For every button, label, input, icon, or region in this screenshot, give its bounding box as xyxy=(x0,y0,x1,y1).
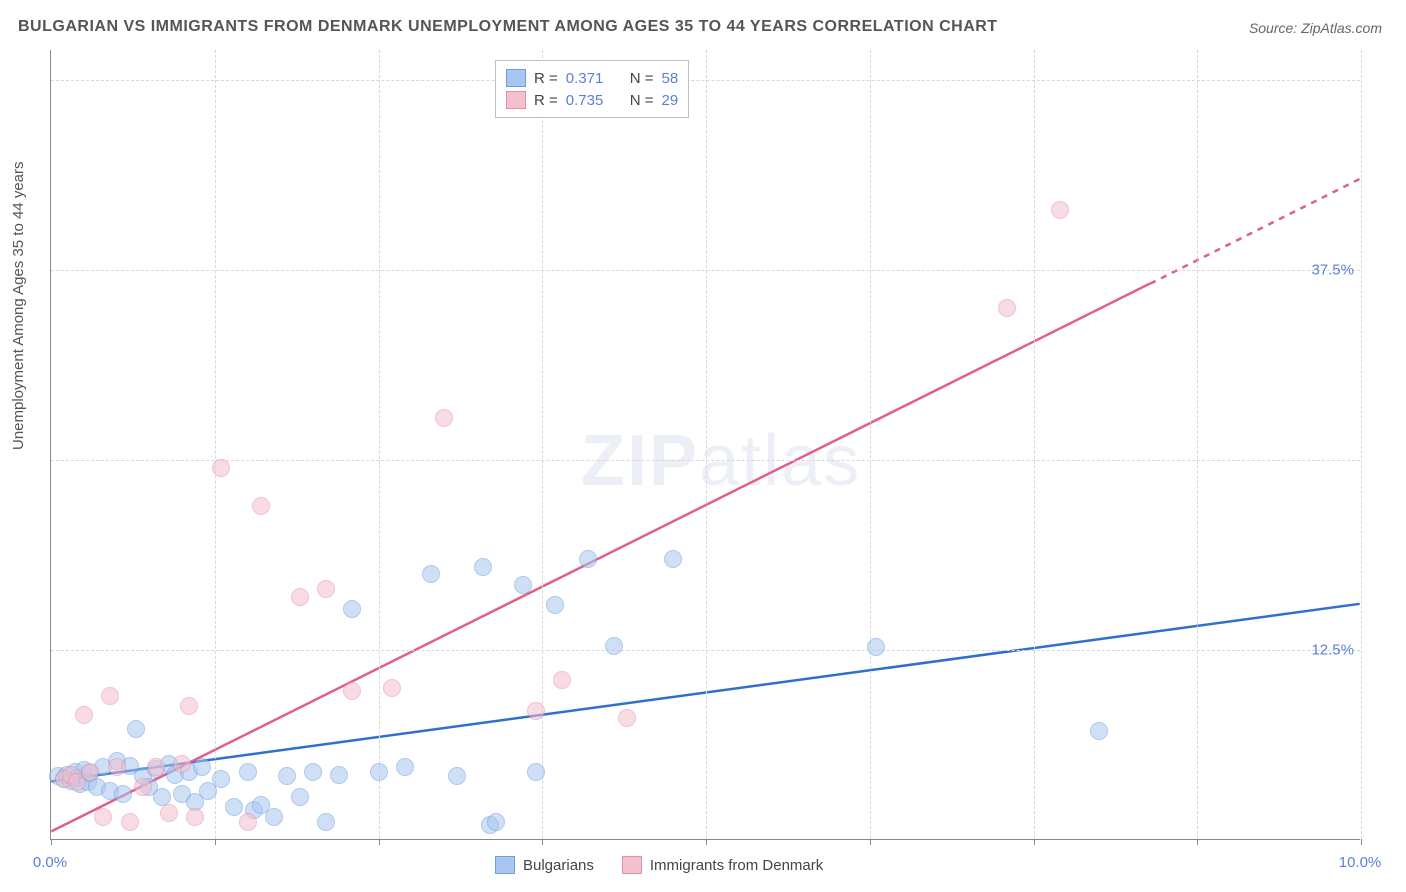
x-tick-mark xyxy=(706,839,707,845)
data-point xyxy=(370,763,388,781)
data-point xyxy=(1051,201,1069,219)
data-point xyxy=(173,755,191,773)
x-tick-mark xyxy=(1361,839,1362,845)
data-point xyxy=(448,767,466,785)
data-point xyxy=(180,697,198,715)
data-point xyxy=(265,808,283,826)
gridline-v xyxy=(870,50,871,839)
data-point xyxy=(127,720,145,738)
data-point xyxy=(134,778,152,796)
data-point xyxy=(147,758,165,776)
x-tick-mark xyxy=(542,839,543,845)
data-point xyxy=(252,497,270,515)
data-point xyxy=(546,596,564,614)
data-point xyxy=(514,576,532,594)
stats-legend: R = 0.371 N = 58 R = 0.735 N = 29 xyxy=(495,60,689,118)
data-point xyxy=(317,813,335,831)
legend-n-label: N = xyxy=(630,70,654,87)
legend-r-label: R = xyxy=(534,92,558,109)
gridline-v xyxy=(215,50,216,839)
y-tick-label: 37.5% xyxy=(1311,262,1354,279)
x-tick-mark xyxy=(1197,839,1198,845)
data-point xyxy=(867,638,885,656)
legend-r-label: R = xyxy=(534,70,558,87)
gridline-v xyxy=(542,50,543,839)
x-tick-mark xyxy=(215,839,216,845)
data-point xyxy=(527,763,545,781)
data-point xyxy=(579,550,597,568)
series-name: Bulgarians xyxy=(523,857,594,874)
y-axis-label: Unemployment Among Ages 35 to 44 years xyxy=(10,161,27,450)
data-point xyxy=(383,679,401,697)
gridline-v xyxy=(379,50,380,839)
legend-n-value: 58 xyxy=(662,70,679,87)
data-point xyxy=(239,813,257,831)
series-legend-item: Immigrants from Denmark xyxy=(622,856,823,874)
data-point xyxy=(225,798,243,816)
data-point xyxy=(193,758,211,776)
data-point xyxy=(186,808,204,826)
data-point xyxy=(487,813,505,831)
data-point xyxy=(94,808,112,826)
data-point xyxy=(212,770,230,788)
data-point xyxy=(605,637,623,655)
x-tick-mark xyxy=(51,839,52,845)
gridline-v xyxy=(1361,50,1362,839)
x-tick-mark xyxy=(379,839,380,845)
series-name: Immigrants from Denmark xyxy=(650,857,823,874)
legend-swatch xyxy=(622,856,642,874)
series-legend-item: Bulgarians xyxy=(495,856,594,874)
data-point xyxy=(343,682,361,700)
data-point xyxy=(212,459,230,477)
legend-n-label: N = xyxy=(630,92,654,109)
data-point xyxy=(239,763,257,781)
data-point xyxy=(343,600,361,618)
data-point xyxy=(527,702,545,720)
stats-legend-row: R = 0.735 N = 29 xyxy=(506,89,678,111)
data-point xyxy=(108,758,126,776)
source-attribution: Source: ZipAtlas.com xyxy=(1249,20,1382,36)
data-point xyxy=(396,758,414,776)
plot-area: ZIPatlas 12.5%37.5% xyxy=(50,50,1360,840)
x-tick-mark xyxy=(870,839,871,845)
data-point xyxy=(291,788,309,806)
gridline-v xyxy=(1034,50,1035,839)
data-point xyxy=(618,709,636,727)
data-point xyxy=(304,763,322,781)
data-point xyxy=(664,550,682,568)
data-point xyxy=(474,558,492,576)
data-point xyxy=(330,766,348,784)
chart-title: BULGARIAN VS IMMIGRANTS FROM DENMARK UNE… xyxy=(18,18,998,36)
legend-swatch xyxy=(495,856,515,874)
legend-swatch xyxy=(506,91,526,109)
data-point xyxy=(998,299,1016,317)
data-point xyxy=(1090,722,1108,740)
gridline-v xyxy=(1197,50,1198,839)
series-legend: Bulgarians Immigrants from Denmark xyxy=(495,856,823,874)
y-tick-label: 12.5% xyxy=(1311,642,1354,659)
legend-n-value: 29 xyxy=(662,92,679,109)
data-point xyxy=(553,671,571,689)
legend-r-value: 0.735 xyxy=(566,92,622,109)
data-point xyxy=(101,687,119,705)
legend-r-value: 0.371 xyxy=(566,70,622,87)
x-tick-label: 0.0% xyxy=(33,854,67,871)
data-point xyxy=(75,706,93,724)
data-point xyxy=(291,588,309,606)
data-point xyxy=(435,409,453,427)
stats-legend-row: R = 0.371 N = 58 xyxy=(506,67,678,89)
x-tick-mark xyxy=(1034,839,1035,845)
data-point xyxy=(81,763,99,781)
x-tick-label: 10.0% xyxy=(1339,854,1382,871)
data-point xyxy=(160,804,178,822)
data-point xyxy=(114,785,132,803)
data-point xyxy=(121,813,139,831)
data-point xyxy=(317,580,335,598)
data-point xyxy=(278,767,296,785)
data-point xyxy=(422,565,440,583)
gridline-v xyxy=(706,50,707,839)
legend-swatch xyxy=(506,69,526,87)
